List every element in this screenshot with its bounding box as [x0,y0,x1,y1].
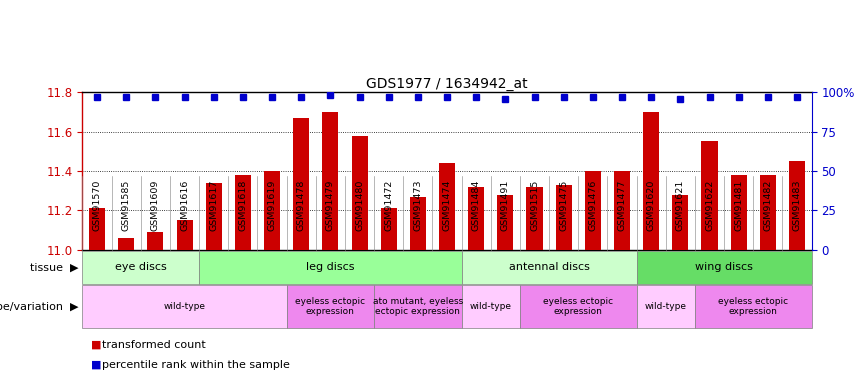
Text: transformed count: transformed count [102,340,207,350]
Bar [585,171,601,250]
Bar [206,183,221,250]
Bar [293,118,309,250]
Bar [462,285,520,328]
Bar [264,171,280,250]
Bar [695,285,812,328]
Text: eyeless ectopic
expression: eyeless ectopic expression [295,297,365,316]
Bar [673,195,688,250]
Text: GSM91477: GSM91477 [617,179,627,231]
Text: eye discs: eye discs [115,262,167,272]
Text: GSM91618: GSM91618 [239,179,247,231]
Bar [556,185,572,250]
Bar [497,195,513,250]
Text: GSM91480: GSM91480 [355,179,364,231]
Bar [462,251,636,284]
Bar [439,163,455,250]
Text: GSM91481: GSM91481 [734,179,743,231]
Bar [176,220,193,250]
Text: GSM91478: GSM91478 [297,179,306,231]
Bar [520,285,636,328]
Bar [731,175,746,250]
Text: GSM91482: GSM91482 [763,179,773,231]
Text: wild-type: wild-type [645,302,687,311]
Text: GSM91570: GSM91570 [93,179,102,231]
Text: GSM91617: GSM91617 [209,179,218,231]
Bar [352,136,367,250]
Bar [760,175,776,250]
Text: GSM91585: GSM91585 [122,179,131,231]
Bar [82,285,286,328]
Bar [235,175,251,250]
Bar [374,285,462,328]
Text: antennal discs: antennal discs [509,262,589,272]
Bar [636,251,812,284]
Bar [636,285,695,328]
Bar [118,238,135,250]
Text: percentile rank within the sample: percentile rank within the sample [102,360,290,369]
Text: GSM91476: GSM91476 [589,179,597,231]
Bar [148,232,163,250]
Text: GSM91473: GSM91473 [413,179,423,231]
Text: GSM91616: GSM91616 [180,179,189,231]
Text: GSM91472: GSM91472 [385,179,393,231]
Bar [410,196,426,250]
Text: ■: ■ [91,360,102,369]
Bar [381,209,397,250]
Text: GSM91621: GSM91621 [676,179,685,231]
Text: GSM91484: GSM91484 [471,179,481,231]
Text: GSM91620: GSM91620 [647,179,655,231]
Text: GSM91515: GSM91515 [530,179,539,231]
Text: GSM91609: GSM91609 [151,179,160,231]
Text: GSM91619: GSM91619 [267,179,277,231]
Bar [789,161,805,250]
Text: GSM91491: GSM91491 [501,179,510,231]
Text: ■: ■ [91,340,102,350]
Bar [286,285,374,328]
Text: GSM91622: GSM91622 [705,179,714,231]
Bar [89,209,105,250]
Text: GSM91475: GSM91475 [559,179,569,231]
Text: genotype/variation  ▶: genotype/variation ▶ [0,302,78,312]
Bar [199,251,462,284]
Bar [527,187,542,250]
Text: GSM91479: GSM91479 [326,179,335,231]
Text: GSM91483: GSM91483 [792,179,801,231]
Text: tissue  ▶: tissue ▶ [30,262,78,272]
Text: GSM91474: GSM91474 [443,179,451,231]
Bar [643,112,659,250]
Bar [322,112,339,250]
Text: ato mutant, eyeless
ectopic expression: ato mutant, eyeless ectopic expression [372,297,463,316]
Bar [468,187,484,250]
Title: GDS1977 / 1634942_at: GDS1977 / 1634942_at [366,77,528,91]
Text: eyeless ectopic
expression: eyeless ectopic expression [543,297,614,316]
Text: eyeless ectopic
expression: eyeless ectopic expression [718,297,788,316]
Text: wing discs: wing discs [695,262,753,272]
Text: leg discs: leg discs [306,262,355,272]
Text: wild-type: wild-type [470,302,512,311]
Bar [701,141,718,250]
Text: wild-type: wild-type [163,302,206,311]
Bar [614,171,630,250]
Bar [82,251,199,284]
